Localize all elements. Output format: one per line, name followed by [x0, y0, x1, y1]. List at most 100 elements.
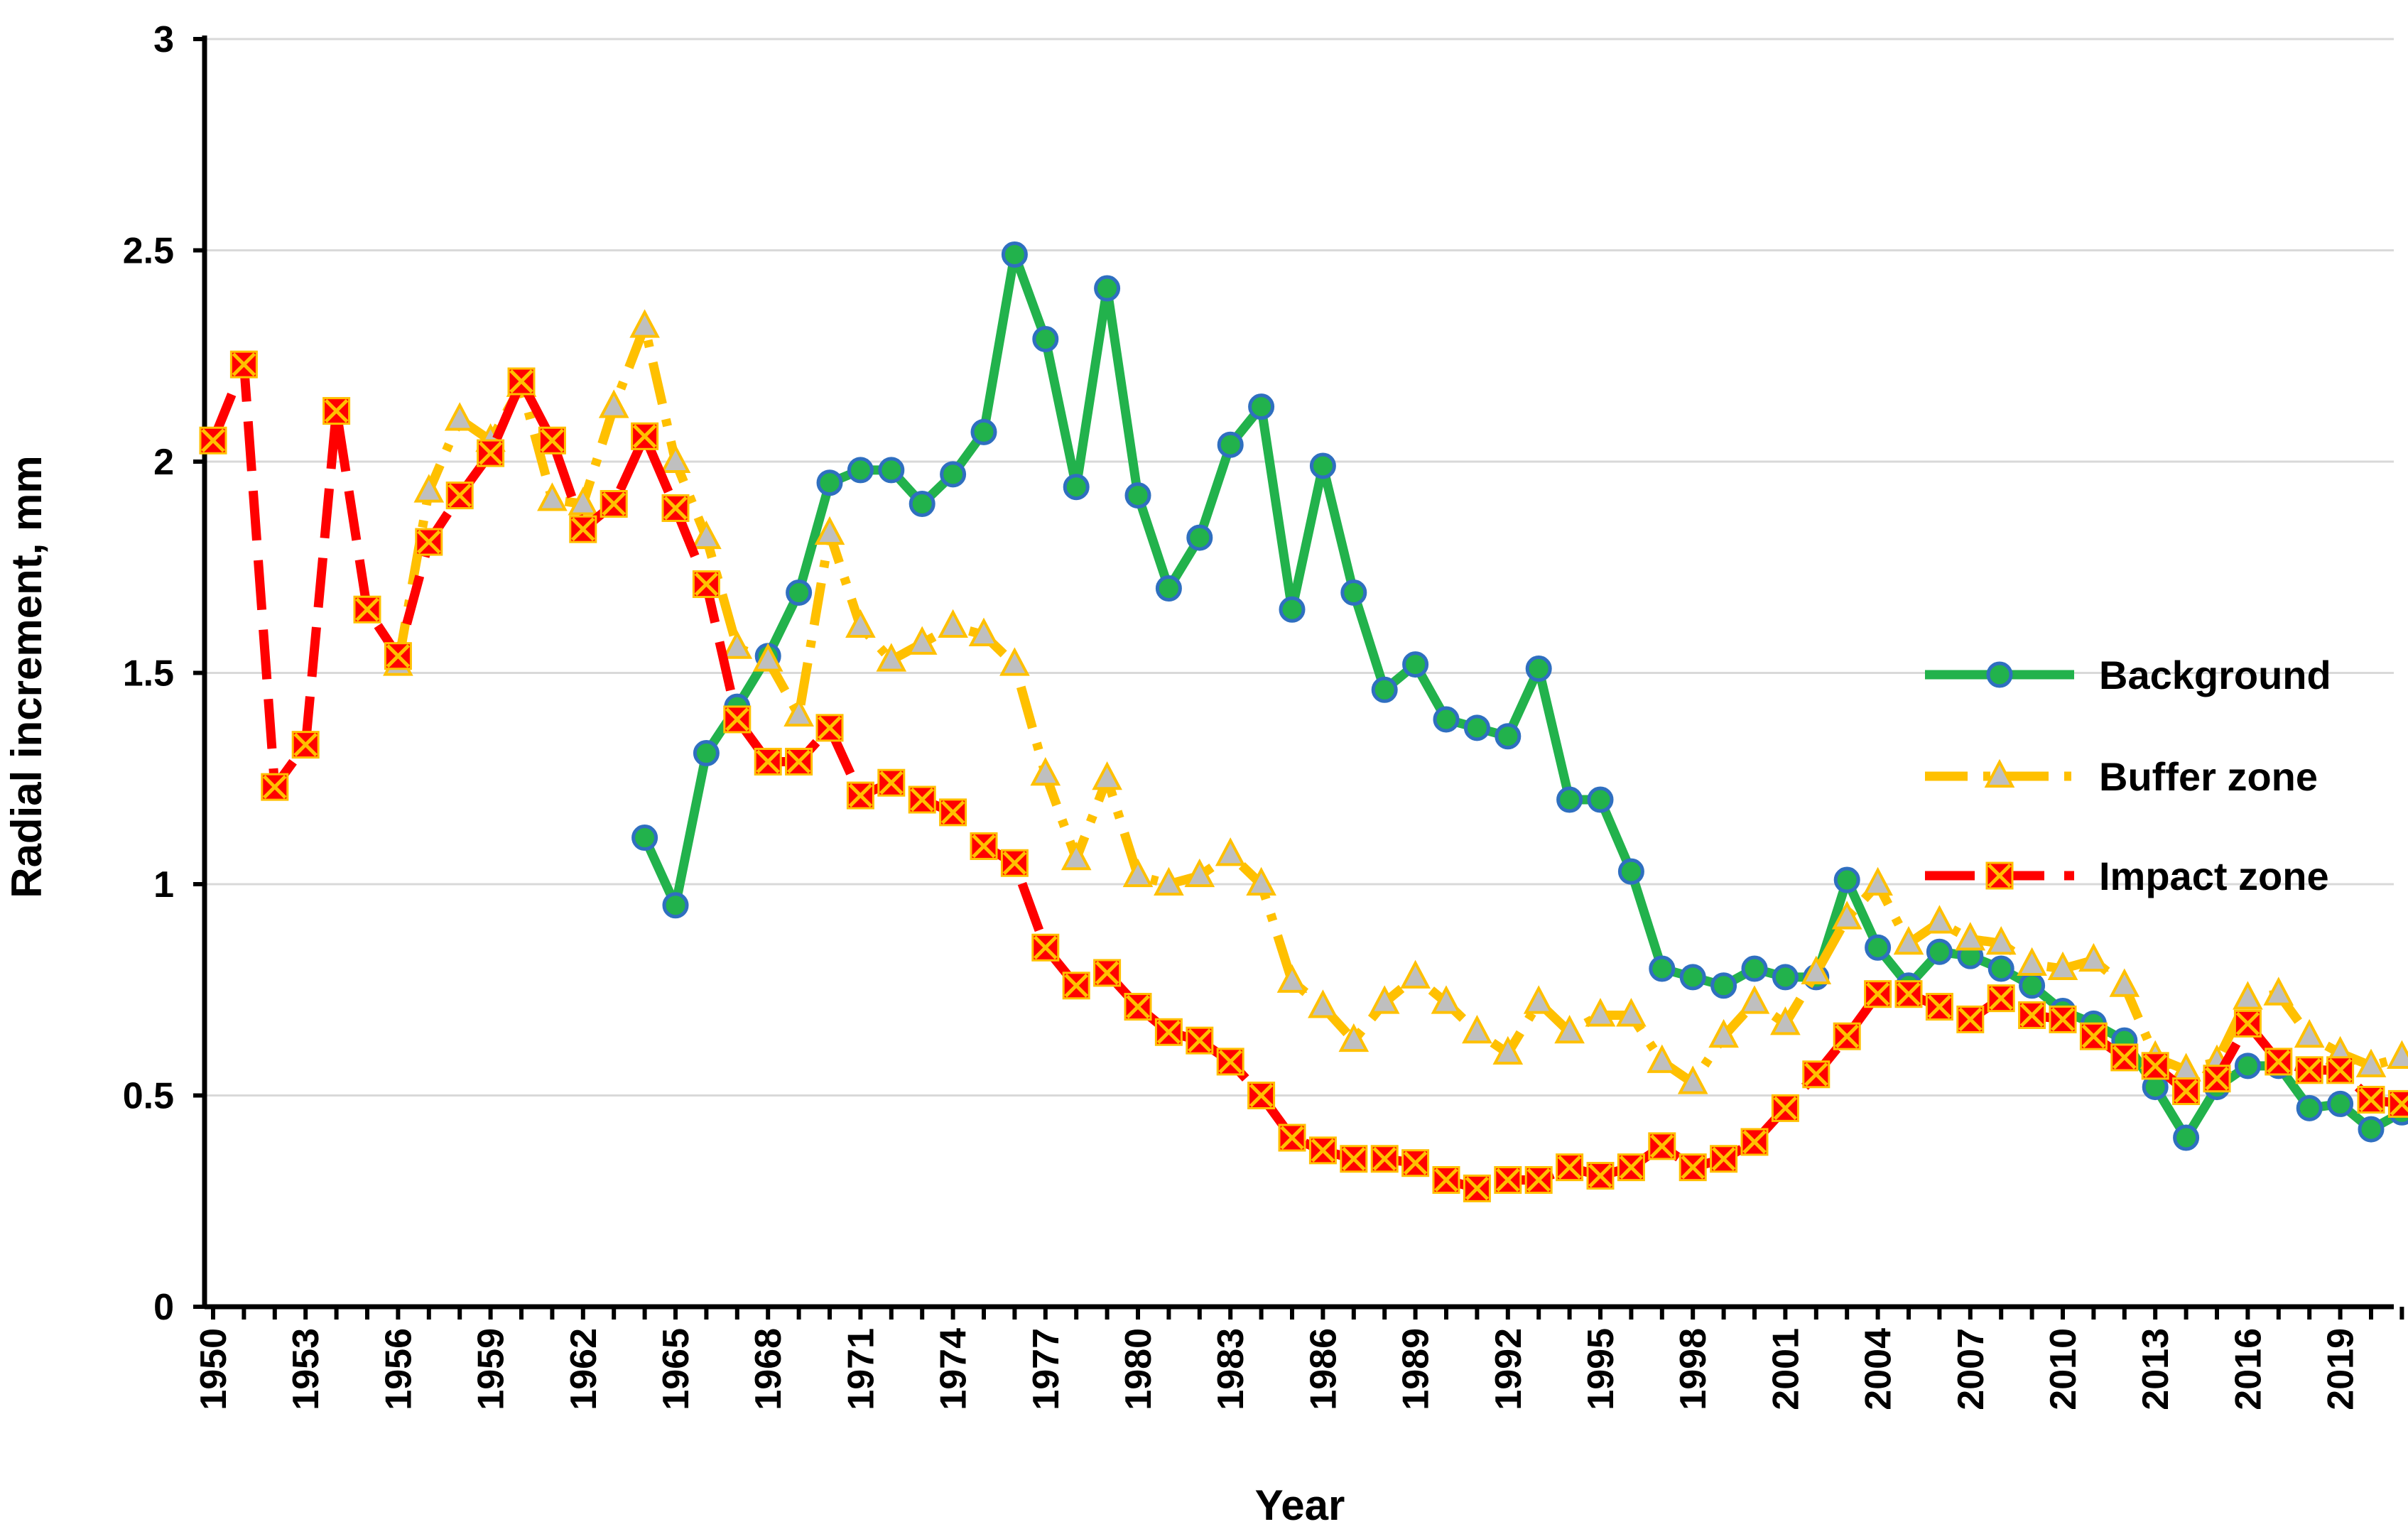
- x-tick-label: 1992: [1488, 1328, 1529, 1410]
- data-point: [1000, 849, 1029, 877]
- data-point: [1340, 579, 1367, 606]
- marker-cross: [571, 517, 595, 541]
- data-point: [693, 740, 720, 767]
- marker-cross: [1188, 1028, 1212, 1052]
- data-point: [2019, 972, 2046, 999]
- marker-cross: [1773, 1096, 1798, 1121]
- marker-cross: [1064, 974, 1088, 998]
- data-point: [1617, 858, 1644, 885]
- data-point: [2295, 1056, 2323, 1084]
- x-tick-label: 2010: [2043, 1328, 2084, 1410]
- x-tick-label: 1986: [1303, 1328, 1344, 1410]
- marker-cross: [1002, 851, 1027, 876]
- x-tick-label: 1959: [471, 1328, 512, 1410]
- data-point: [629, 309, 660, 338]
- marker-cross: [1927, 994, 1952, 1019]
- x-tick-label: 2019: [2321, 1328, 2362, 1410]
- data-point: [2294, 1018, 2325, 1048]
- data-point: [1710, 1145, 1738, 1173]
- data-point: [692, 570, 720, 599]
- marker-cross: [1989, 986, 2013, 1011]
- data-point: [1987, 955, 2014, 982]
- marker-cross: [1526, 1168, 1551, 1192]
- data-point: [662, 892, 689, 919]
- data-point: [1987, 984, 2015, 1013]
- data-point: [1217, 431, 1244, 458]
- data-point: [1092, 761, 1122, 790]
- data-point: [1246, 866, 1276, 896]
- data-point: [1587, 786, 1614, 813]
- marker-cross: [1496, 1168, 1520, 1192]
- marker-cross: [972, 834, 996, 859]
- data-point: [1677, 1065, 1708, 1094]
- legend-label: Buffer zone: [2099, 754, 2318, 799]
- data-point: [814, 516, 845, 545]
- x-tick-label: 1968: [748, 1328, 789, 1410]
- data-point: [1556, 786, 1583, 813]
- data-point: [1186, 1026, 1214, 1055]
- x-tick-label: 2013: [2135, 1328, 2176, 1410]
- data-point: [1741, 955, 1768, 982]
- data-point: [2047, 951, 2078, 980]
- marker-cross: [1835, 1024, 1859, 1048]
- data-point: [1433, 706, 1460, 733]
- data-point: [445, 482, 474, 510]
- data-point: [1585, 998, 1616, 1027]
- data-point: [1647, 1044, 1678, 1073]
- data-point: [322, 397, 351, 425]
- marker-cross: [540, 428, 565, 453]
- data-point: [1956, 1005, 1985, 1033]
- data-point: [2049, 1005, 2077, 1033]
- data-point: [538, 426, 566, 455]
- data-point: [1985, 926, 2017, 955]
- data-point: [1030, 757, 1061, 786]
- data-point: [1279, 596, 1306, 623]
- data-point: [1122, 858, 1154, 888]
- data-point: [1186, 524, 1213, 551]
- data-point: [2079, 1022, 2108, 1050]
- data-point: [1831, 901, 1862, 930]
- data-point: [1247, 1082, 1276, 1109]
- data-point: [1061, 842, 1092, 871]
- data-point: [783, 697, 814, 727]
- data-point: [2387, 1089, 2408, 1118]
- data-point: [2203, 1065, 2231, 1093]
- marker-cross: [1465, 1176, 1490, 1201]
- data-point: [816, 469, 843, 496]
- legend: Background Buffer zone Impact zone: [1925, 653, 2331, 898]
- y-tick-label: 1.5: [123, 653, 174, 695]
- marker-cross: [2205, 1066, 2229, 1091]
- x-tick-label: 1995: [1580, 1328, 1622, 1410]
- marker-cross: [879, 771, 904, 795]
- marker-cross: [1865, 981, 1890, 1006]
- data-point: [2357, 1085, 2385, 1114]
- data-point: [1649, 955, 1676, 982]
- data-point: [940, 461, 967, 488]
- axes: [193, 36, 2404, 1320]
- x-tick-label: 1980: [1118, 1328, 1159, 1410]
- data-point: [1556, 1153, 1584, 1182]
- data-point: [722, 630, 753, 659]
- x-tick-label: 1977: [1026, 1328, 1067, 1410]
- series-line: [640, 249, 2404, 1143]
- data-point: [1155, 575, 1182, 602]
- marker-cross: [232, 352, 256, 376]
- data-point: [1401, 1149, 1430, 1177]
- data-point: [2110, 1043, 2139, 1072]
- data-point: [568, 486, 599, 516]
- series-background: [631, 241, 2408, 1151]
- marker-cross: [1588, 1163, 1612, 1188]
- data-point: [876, 643, 907, 672]
- data-point: [691, 520, 722, 550]
- data-point: [1772, 964, 1799, 991]
- data-point: [1739, 985, 1770, 1014]
- data-point: [845, 609, 876, 638]
- y-axis-title: Radial increment, mm: [3, 455, 50, 898]
- data-point: [2233, 981, 2263, 1010]
- y-tick-label: 1: [153, 864, 174, 905]
- data-point: [1308, 989, 1338, 1018]
- marker-cross: [1372, 1146, 1396, 1171]
- data-point: [2018, 1001, 2046, 1029]
- data-point: [507, 367, 536, 396]
